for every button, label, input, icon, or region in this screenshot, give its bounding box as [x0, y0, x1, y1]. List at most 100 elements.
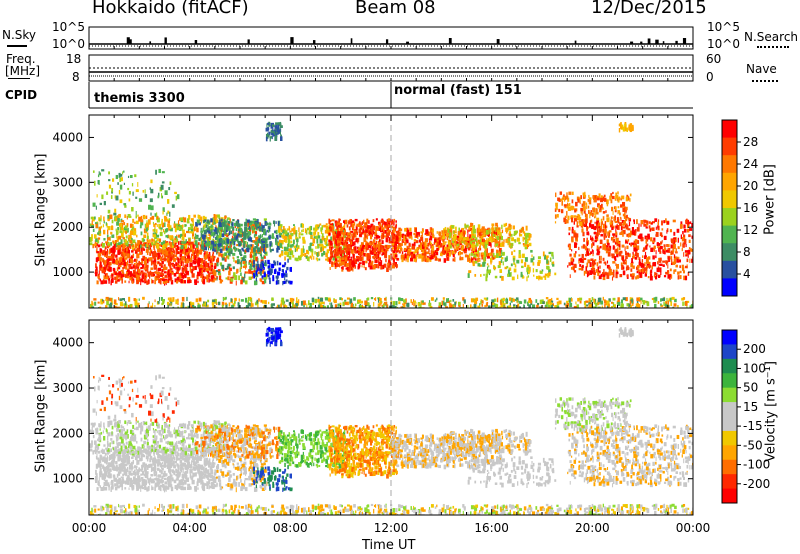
power-cell: [92, 243, 94, 249]
power-cell: [260, 254, 263, 259]
power-cell: [375, 259, 378, 264]
power-cell: [111, 219, 114, 224]
noise-spike: [149, 41, 152, 44]
power-cell: [632, 251, 634, 255]
power-cell: [289, 230, 292, 233]
power-cell: [131, 237, 133, 241]
power-cell: [139, 225, 142, 229]
power-cell: [295, 244, 298, 248]
power-cell: [617, 191, 619, 195]
power-cell: [358, 224, 362, 228]
power-cell: [161, 222, 165, 228]
power-cell: [205, 268, 209, 271]
power-cell: [670, 262, 674, 266]
power-cell: [188, 238, 191, 242]
power-cell: [290, 250, 294, 256]
power-cell: [436, 247, 439, 252]
power-cell: [99, 222, 101, 225]
power-cell: [293, 245, 297, 249]
power-cell: [143, 260, 147, 266]
power-cell: [291, 228, 295, 232]
power-cell: [268, 227, 271, 232]
power-cell: [683, 270, 685, 274]
power-cell: [176, 263, 180, 266]
power-cell: [121, 220, 125, 223]
power-cell: [586, 251, 590, 256]
power-cell: [226, 218, 228, 222]
power-cell: [684, 265, 688, 269]
power-cell: [446, 244, 450, 248]
power-cell: [522, 228, 525, 234]
power-cell: [417, 231, 420, 235]
power-cell: [174, 221, 176, 224]
power-cell: [495, 227, 497, 232]
power-cell: [164, 230, 166, 235]
power-cell: [123, 222, 126, 226]
power-cell: [199, 248, 203, 253]
power-cell: [227, 276, 230, 281]
power-cell: [539, 270, 543, 274]
power-cell: [180, 217, 184, 221]
power-cell: [198, 222, 201, 226]
power-cell: [489, 229, 491, 234]
power-cell: [347, 250, 351, 254]
power-cell: [652, 240, 655, 243]
power-cell: [191, 249, 195, 254]
power-cell: [163, 264, 166, 267]
power-cell: [686, 219, 688, 224]
power-cell: [277, 228, 281, 233]
power-cell: [424, 238, 428, 243]
power-cell: [169, 247, 173, 252]
power-cell: [218, 216, 221, 219]
power-cell: [444, 226, 447, 231]
power-cell: [659, 258, 661, 262]
power-cell: [174, 242, 177, 248]
power-cell: [125, 235, 128, 239]
power-cell: [159, 257, 162, 261]
power-cell: [673, 243, 676, 249]
power-cell: [248, 244, 251, 249]
power-cell: [261, 280, 265, 285]
power-cell: [612, 261, 616, 264]
power-cell: [153, 241, 155, 245]
power-cell: [167, 276, 170, 279]
power-cell: [369, 225, 372, 231]
power-cell: [459, 255, 461, 261]
power-cell: [340, 241, 343, 244]
power-cell: [211, 278, 215, 283]
power-cell: [146, 232, 149, 237]
power-cell: [182, 262, 184, 267]
power-cell: [194, 248, 197, 251]
power-cell: [394, 241, 398, 244]
power-cell: [680, 234, 683, 240]
power-cell: [478, 232, 482, 236]
power-cell: [213, 272, 216, 276]
power-cell: [583, 270, 586, 276]
power-cell: [213, 231, 216, 236]
power-cell: [463, 233, 465, 239]
power-cell: [156, 234, 160, 238]
power-cell: [599, 206, 602, 211]
power-cell: [596, 229, 599, 235]
power-cell: [598, 193, 601, 198]
power-cell: [445, 253, 447, 258]
power-cell: [672, 219, 676, 223]
power-cell: [95, 263, 97, 269]
power-cell: [497, 229, 501, 234]
power-cell: [644, 262, 646, 266]
power-cell: [415, 233, 417, 238]
power-cell: [294, 247, 297, 253]
power-cell: [691, 249, 693, 252]
power-cell: [97, 237, 101, 240]
power-cell: [661, 220, 663, 226]
power-cell: [365, 243, 367, 248]
power-cell: [212, 274, 215, 279]
power-cell: [133, 258, 137, 262]
power-cell: [339, 231, 342, 236]
power-cell: [666, 262, 668, 266]
power-cell: [187, 257, 189, 263]
power-cell: [591, 270, 594, 274]
power-cell: [397, 258, 400, 261]
power-cell: [215, 259, 219, 263]
power-cell: [279, 131, 282, 135]
